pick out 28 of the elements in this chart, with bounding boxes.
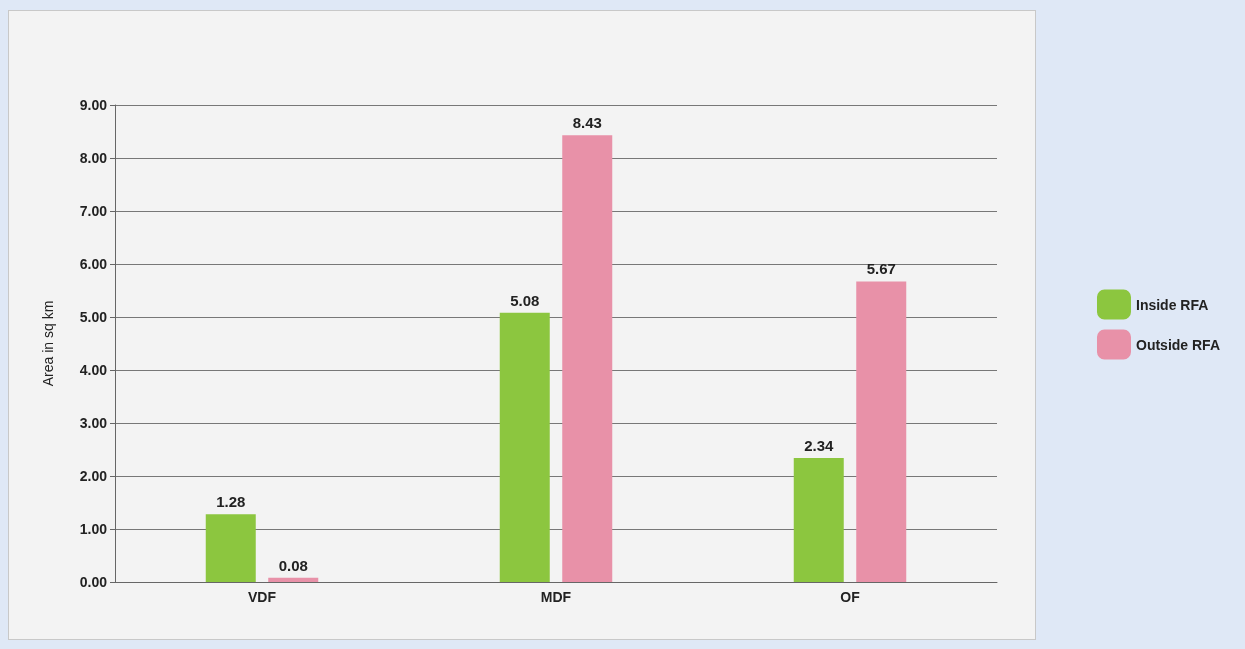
- y-axis-title: Area in sq km: [40, 300, 56, 387]
- bar: [205, 514, 256, 582]
- y-tick-label: 2.00: [79, 468, 108, 484]
- data-label: 1.28: [216, 493, 246, 511]
- bar: [268, 577, 319, 582]
- bar: [793, 457, 844, 582]
- y-tick-label: 7.00: [79, 203, 108, 219]
- y-tick-label: 5.00: [79, 309, 108, 325]
- bar: [856, 281, 907, 582]
- y-tick-label: 3.00: [79, 415, 108, 431]
- legend-label: Inside RFA: [1135, 296, 1209, 313]
- x-tick-label: MDF: [540, 589, 572, 605]
- y-tick-label: 0.00: [79, 574, 108, 590]
- bar: [499, 312, 550, 582]
- bar: [562, 135, 613, 582]
- data-label: 5.08: [510, 291, 540, 309]
- y-tick-label: 9.00: [79, 97, 108, 113]
- x-tick-label: VDF: [248, 589, 277, 605]
- data-label: 5.67: [866, 260, 896, 278]
- data-label: 8.43: [572, 114, 602, 132]
- y-tick-label: 8.00: [79, 150, 108, 166]
- legend-label: Outside RFA: [1135, 336, 1221, 353]
- data-label: 2.34: [804, 436, 834, 454]
- x-tick-label: OF: [840, 589, 861, 605]
- data-label: 0.08: [278, 556, 308, 574]
- y-tick-label: 1.00: [79, 521, 108, 537]
- y-tick-label: 4.00: [79, 362, 108, 378]
- y-tick-label: 6.00: [79, 256, 108, 272]
